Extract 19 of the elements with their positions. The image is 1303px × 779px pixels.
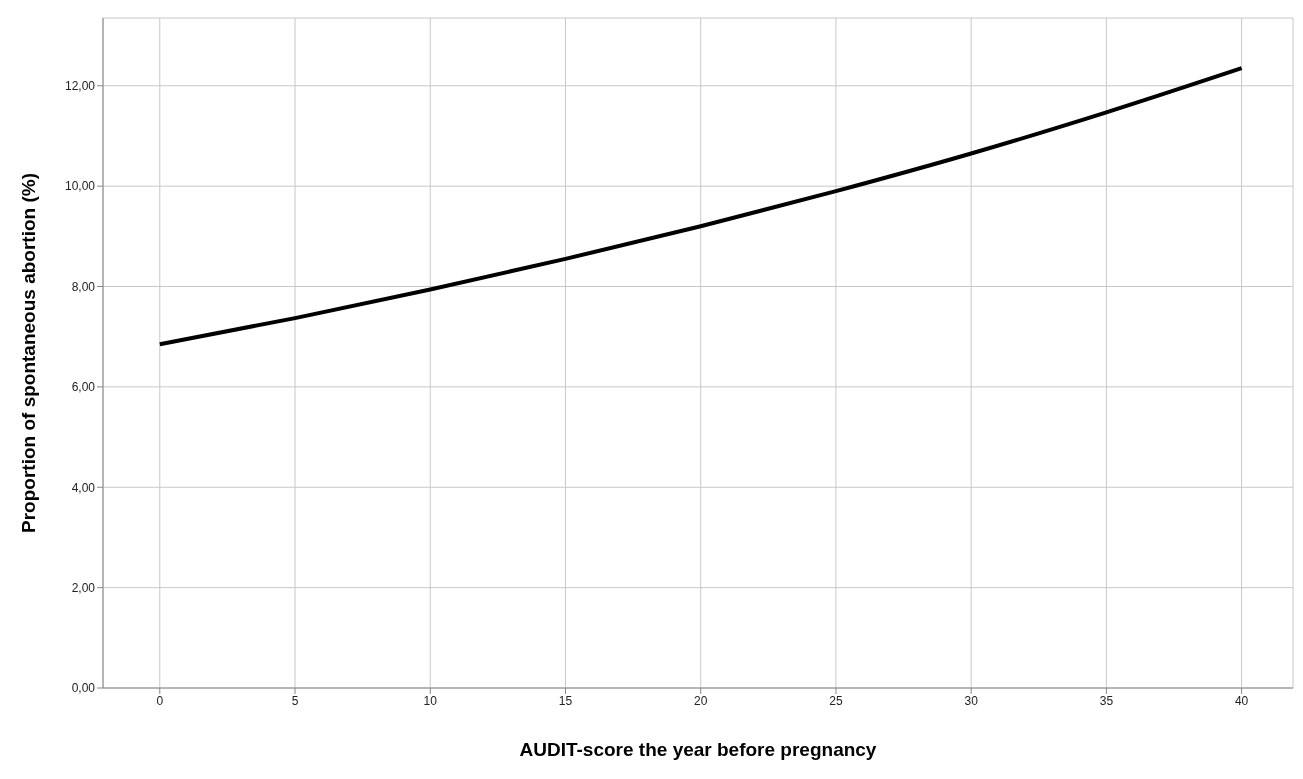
- line-series: [157, 66, 1244, 347]
- x-tick-label: 20: [694, 693, 708, 708]
- x-tick-label: 40: [1234, 693, 1249, 708]
- y-tick-label: 8,00: [71, 279, 96, 294]
- x-tick-label: 5: [291, 693, 299, 708]
- y-tick-label: 4,00: [71, 480, 96, 495]
- x-tick-label: 25: [829, 693, 843, 708]
- x-axis-title: AUDIT-score the year before pregnancy: [519, 739, 877, 760]
- y-tick-label: 6,00: [71, 380, 96, 395]
- y-axis-title: Proportion of spontaneous abortion (%): [17, 173, 39, 533]
- y-tick-label: 0,00: [71, 681, 96, 696]
- x-tick-label: 15: [558, 693, 573, 708]
- x-tick-label: 0: [156, 693, 164, 708]
- y-tick-label: 12,00: [64, 79, 96, 94]
- y-tick-label: 10,00: [64, 179, 96, 194]
- x-tick-label: 35: [1099, 693, 1114, 708]
- x-tick-label: 30: [964, 693, 979, 708]
- y-tick-label: 2,00: [71, 580, 96, 595]
- x-tick-label: 10: [423, 693, 438, 708]
